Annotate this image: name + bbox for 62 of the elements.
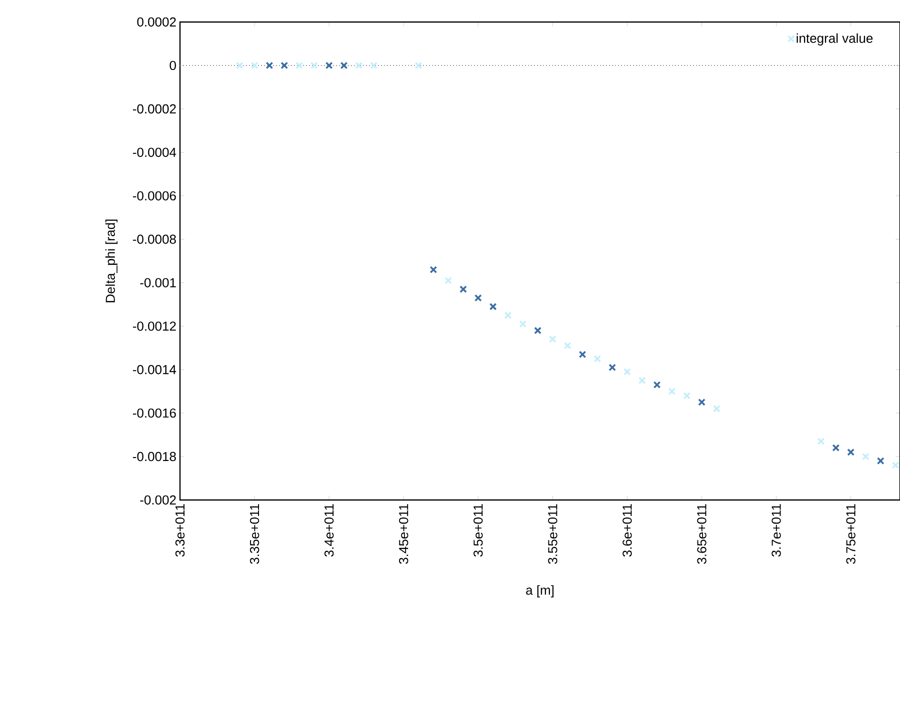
point (623, 368, 631, 376)
y-tick-label: -0.0004 (132, 148, 176, 157)
point (594, 355, 602, 362)
x-tick-label: 3.5e+011 (474, 504, 483, 557)
point (534, 326, 542, 334)
point (548, 335, 556, 343)
point (310, 62, 318, 70)
point (698, 398, 706, 406)
point (847, 448, 855, 456)
point (460, 286, 467, 293)
x-tick-label: 3.35e+011 (250, 504, 260, 564)
point (668, 388, 676, 396)
point (578, 350, 586, 358)
x-tick-label: 3.7e+011 (772, 504, 781, 557)
point (489, 302, 497, 310)
point (817, 438, 825, 446)
point (638, 376, 646, 384)
point (876, 457, 884, 465)
x-tick-label: 3.4e+011 (324, 504, 334, 557)
point (266, 62, 274, 70)
point (250, 62, 258, 70)
y-tick-label: -0.0002 (132, 104, 176, 114)
y-tick-label: -0.0018 (132, 452, 176, 462)
y-tick-label: -0.0006 (132, 191, 176, 200)
y-tick-label: 0 (170, 60, 176, 70)
point (504, 312, 512, 320)
point (683, 392, 691, 400)
y-axis-title: Delta_phi [rad] (105, 220, 118, 302)
point (340, 62, 348, 70)
point (370, 62, 378, 70)
y-tick-label: -0.0012 (132, 322, 176, 331)
point (280, 62, 288, 70)
point (608, 364, 616, 372)
point (325, 62, 333, 70)
point (892, 461, 900, 469)
point (862, 452, 870, 460)
point (712, 405, 720, 412)
point (355, 62, 363, 70)
y-tick-label: -0.0014 (132, 365, 176, 374)
x-tick-label: 3.75e+011 (846, 504, 856, 564)
x-tick-label: 3.45e+011 (399, 504, 408, 564)
legend-label: integral value (796, 33, 873, 46)
point (444, 276, 452, 284)
point (236, 62, 244, 70)
point (519, 320, 527, 328)
y-tick-label: -0.002 (140, 495, 176, 505)
x-tick-label: 3.55e+011 (548, 504, 558, 564)
point (564, 342, 572, 350)
y-tick-label: -0.0016 (132, 408, 176, 418)
y-tick-label: -0.001 (140, 278, 176, 288)
point (296, 62, 303, 70)
point (430, 266, 438, 274)
x-tick-label: 3.65e+011 (697, 504, 706, 564)
point (653, 381, 661, 389)
y-tick-label: 0.0002 (137, 17, 176, 27)
x-tick-label: 3.3e+011 (175, 504, 185, 557)
point (832, 444, 840, 452)
x-axis-title: a [m] (526, 585, 554, 598)
point (414, 62, 422, 70)
x-tick-label: 3.6e+011 (622, 504, 632, 557)
y-tick-label: -0.0008 (132, 234, 176, 244)
point (474, 294, 482, 302)
